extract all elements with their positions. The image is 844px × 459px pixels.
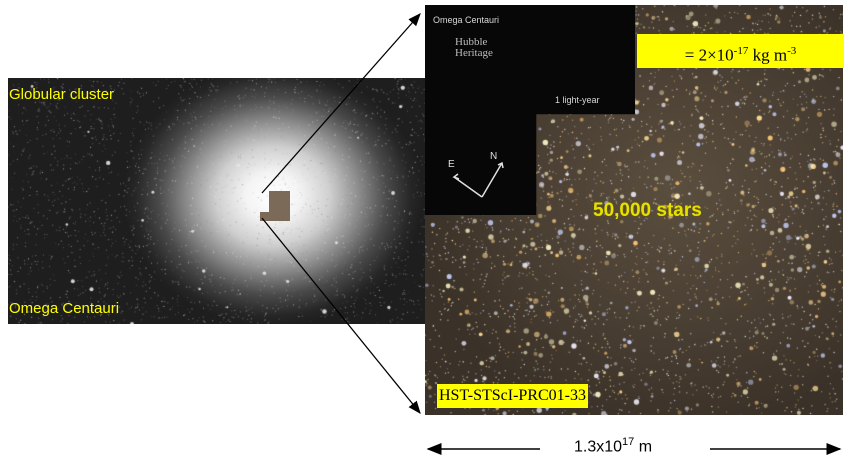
compass-icon: E N <box>448 151 504 198</box>
image-credit-label: HST-STScI-PRC01-33 <box>437 384 588 408</box>
density-prefix: = 2×10 <box>684 45 734 65</box>
logo-line-2: Heritage <box>455 47 493 59</box>
scale-base: 1.3x10 <box>574 438 623 456</box>
scale-exponent: 17 <box>622 436 635 448</box>
density-exponent: -17 <box>733 45 749 57</box>
density-label: = 2×10-17 kg m-3 <box>637 34 844 68</box>
info-title: Omega Centauri <box>433 15 500 25</box>
scale-length-label: 1.3x1017 m <box>574 436 652 456</box>
globular-cluster-photo <box>8 78 428 324</box>
omega-centauri-label: Omega Centauri <box>9 300 120 317</box>
density-unit: kg m <box>748 45 788 65</box>
globular-cluster-label: Globular cluster <box>9 86 115 103</box>
zoomed-star-field-photo: Omega Centauri Hubble Heritage 1 light-y… <box>425 5 843 415</box>
compass-north-label: N <box>490 151 497 162</box>
compass-east-label: E <box>448 159 455 170</box>
logo-line-1: Hubble <box>455 36 488 48</box>
hubble-heritage-logo: Hubble Heritage <box>455 37 493 59</box>
cluster-star-noise <box>8 78 428 324</box>
scale-unit: m <box>634 438 653 456</box>
scale-bar-label: 1 light-year <box>555 95 600 105</box>
stars-count-label: 50,000 stars <box>593 200 702 221</box>
density-unit-exponent: -3 <box>787 45 797 57</box>
